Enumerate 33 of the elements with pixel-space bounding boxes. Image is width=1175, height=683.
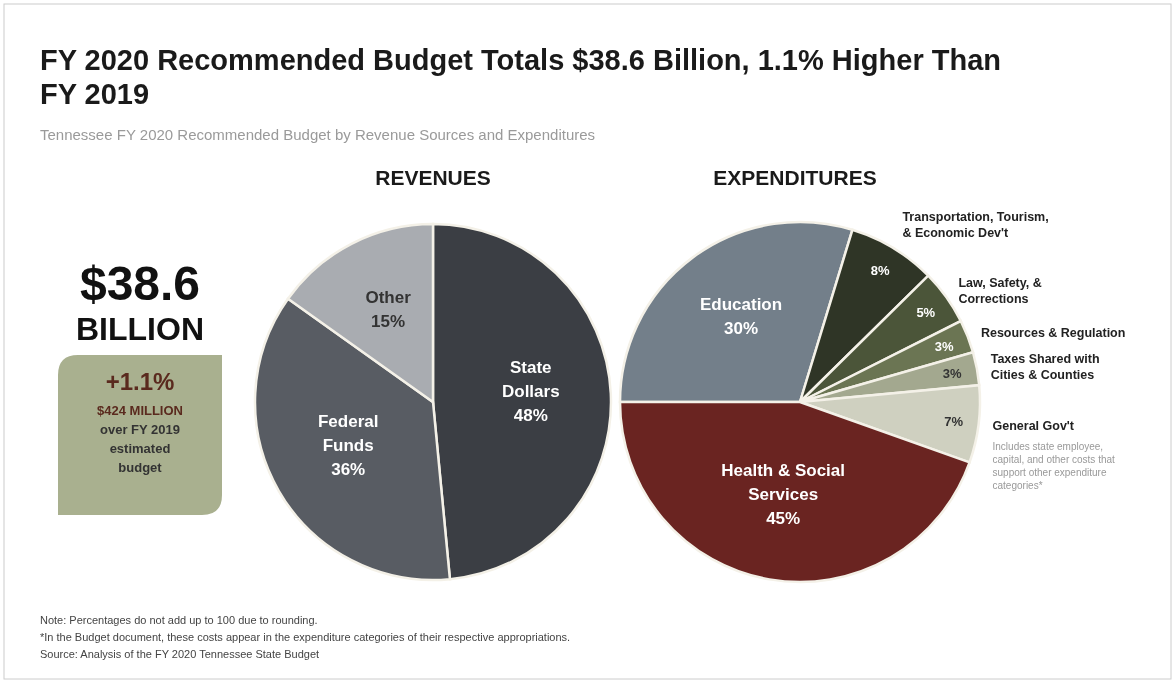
data-label: 15% [371,311,406,331]
slice-label: General Gov't [992,418,1075,433]
slice-label: Taxes Shared with Cities & Counties [990,351,1100,382]
slice-label: Education [699,295,783,315]
text: $424 MILLION [97,403,183,418]
text: +1.1% [105,368,175,395]
data-label: 3% [934,338,954,354]
slice-label: Resources & Regulation [980,325,1126,340]
data-label: 8% [870,262,890,278]
text: $38.6 [79,257,201,310]
text: Note: Percentages do not add up to 100 due to rounding. [40,614,318,626]
text: *In the Budget document, these costs appear in the expenditure categories of their respective appropriations. [40,631,571,643]
data-label: 7% [944,414,964,430]
slice-label: Health & Social Services [721,460,846,504]
data-label: 48% [513,406,548,426]
source-note: Source: Analysis of the FY 2020 Tennessee State Budget [40,648,320,660]
data-label: 30% [724,319,759,339]
slice-label: Other [365,287,412,307]
text: Tennessee FY 2020 Recommended Budget by Revenue Sources and Expenditures [40,126,596,143]
chart-title: EXPENDITURES [713,166,877,189]
text: FY 2020 Recommended Budget Totals $38.6 Billion, 1.1% Higher Than FY 2019 [40,44,1002,110]
chart-title: REVENUES [375,166,491,189]
text: BILLION [76,311,204,347]
text: Includes state employee, capital, and other costs that support other expenditure categories* [992,440,1116,491]
slice-label: State Dollars [501,358,560,402]
data-label: 45% [766,508,801,528]
slice-label: Law, Safety, & Corrections [958,276,1042,307]
slice-label: Transportation, Tourism, & Economic Dev't [902,210,1049,241]
slice-label: Federal Funds [317,411,379,455]
data-label: 36% [331,459,366,479]
data-label: 3% [942,366,962,382]
data-label: 5% [916,304,936,320]
text: over FY 2019 estimated budget [100,422,180,475]
